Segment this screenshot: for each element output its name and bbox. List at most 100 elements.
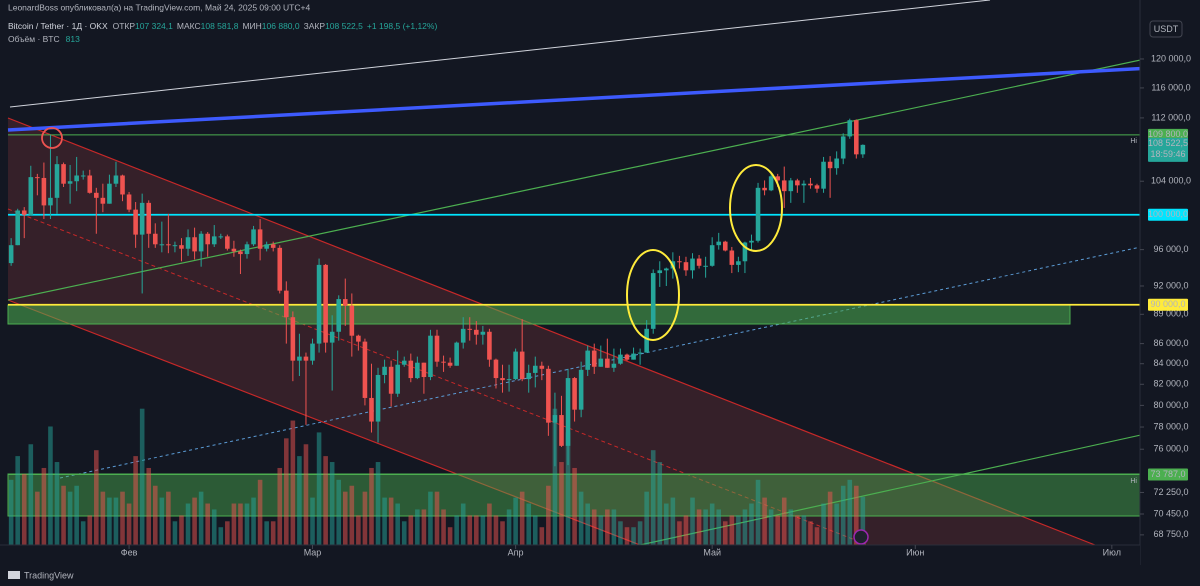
volume-bar xyxy=(814,527,820,545)
candle-body xyxy=(303,356,309,361)
candle-body xyxy=(297,356,302,361)
volume-bar xyxy=(15,456,20,545)
ohlc-label: МАКС xyxy=(177,21,201,31)
y-tick-label: 92 000,0 xyxy=(1153,280,1188,290)
candle-body xyxy=(329,331,335,343)
volume-bar xyxy=(637,521,643,545)
candle-body xyxy=(205,233,210,245)
volume-bar xyxy=(559,462,564,545)
candle-body xyxy=(716,241,722,246)
countdown: 18:59:46 xyxy=(1150,149,1185,159)
volume-bar xyxy=(500,521,505,545)
candle-body xyxy=(781,180,787,192)
volume-bar xyxy=(552,408,558,545)
volume-bar xyxy=(94,450,99,545)
volume-bar xyxy=(277,467,283,545)
candle-body xyxy=(768,176,774,191)
annotations xyxy=(41,127,869,545)
volume-bar xyxy=(336,479,342,545)
volume-bar xyxy=(152,485,158,545)
volume-bar xyxy=(388,497,394,545)
candle-body xyxy=(225,236,230,249)
candle-body xyxy=(375,374,381,422)
volume-bar xyxy=(539,527,545,545)
candle-body xyxy=(100,197,106,204)
volume-bar xyxy=(218,527,224,545)
volume-bar xyxy=(487,503,492,545)
candle-body xyxy=(401,360,407,365)
volume-bar xyxy=(474,515,479,545)
y-tick-label: 89 000,0 xyxy=(1153,309,1188,319)
volume-bar xyxy=(781,497,787,545)
currency-box[interactable] xyxy=(1149,20,1183,38)
candle-body xyxy=(421,362,427,378)
candle-body xyxy=(578,369,584,410)
volume-bar xyxy=(342,491,348,545)
volume-bar xyxy=(329,462,335,545)
candle-body xyxy=(172,245,178,247)
volume-bar xyxy=(460,503,466,545)
candle-body xyxy=(709,245,715,266)
volume-bar xyxy=(585,503,590,545)
candle-body xyxy=(67,181,73,184)
candle-body xyxy=(447,362,453,366)
volume-bar xyxy=(860,496,866,545)
candle-body xyxy=(657,270,663,274)
volume-bar xyxy=(284,438,289,545)
volume-bar xyxy=(749,503,754,545)
volume-bar xyxy=(591,509,597,545)
candle-body xyxy=(795,180,800,186)
candle-body xyxy=(323,264,328,343)
x-tick-label: Фев xyxy=(121,547,138,557)
candle-body xyxy=(722,241,728,251)
volume-bar xyxy=(211,509,217,545)
volume-bar xyxy=(87,515,93,545)
volume-bar xyxy=(650,450,656,545)
candle-body xyxy=(755,187,761,241)
candle-body xyxy=(729,250,735,265)
volume-bar xyxy=(225,521,230,545)
volume-bar xyxy=(703,509,708,545)
last-price-label: 108 522,5 xyxy=(1148,138,1188,148)
volume-bar xyxy=(644,491,649,545)
volume-bar xyxy=(762,497,767,545)
event-icon[interactable] xyxy=(853,529,869,545)
candle-body xyxy=(316,264,322,344)
volume-bar xyxy=(513,497,518,545)
candle-body xyxy=(257,229,263,249)
volume-label: Объём · BTC xyxy=(8,34,60,44)
ohlc-label: МИН xyxy=(242,21,261,31)
candle-body xyxy=(8,245,14,264)
support-zone xyxy=(7,304,1071,325)
axis-labels: 120 000,0 116 000,0 112 000,0 104 000,0 96 0… xyxy=(121,53,1191,557)
volume-bar xyxy=(67,491,73,545)
ohlc-value: 108 522,5 xyxy=(325,21,363,31)
candle-body xyxy=(15,210,20,246)
volume-bar xyxy=(48,426,53,545)
candle-body xyxy=(80,175,86,177)
legend-line: Bitcoin / Tether · 1Д · OKX ОТКР107 324,1… xyxy=(8,21,437,31)
candle-body xyxy=(637,352,643,354)
volume-bar xyxy=(362,491,368,545)
candle-body xyxy=(74,175,79,182)
candle-body xyxy=(762,187,767,191)
volume-bar xyxy=(185,503,191,545)
volume-bar xyxy=(251,497,256,545)
volume-bar xyxy=(408,515,414,545)
candle-body xyxy=(107,183,112,204)
y-tick-label: 96 000,0 xyxy=(1153,244,1188,254)
price-label-bg xyxy=(1148,468,1188,481)
candle-body xyxy=(349,305,355,336)
candle-body xyxy=(356,335,361,342)
volume-bar xyxy=(716,509,722,545)
channel-bottom xyxy=(7,299,641,546)
candle-body xyxy=(526,372,532,380)
y-tick-label: 70 450,0 xyxy=(1153,508,1188,518)
volume xyxy=(8,408,866,545)
volume-bar xyxy=(401,521,407,545)
candle-body xyxy=(493,359,499,379)
volume-bar xyxy=(605,509,610,545)
volume-bar xyxy=(356,515,361,545)
candle-body xyxy=(840,136,846,159)
